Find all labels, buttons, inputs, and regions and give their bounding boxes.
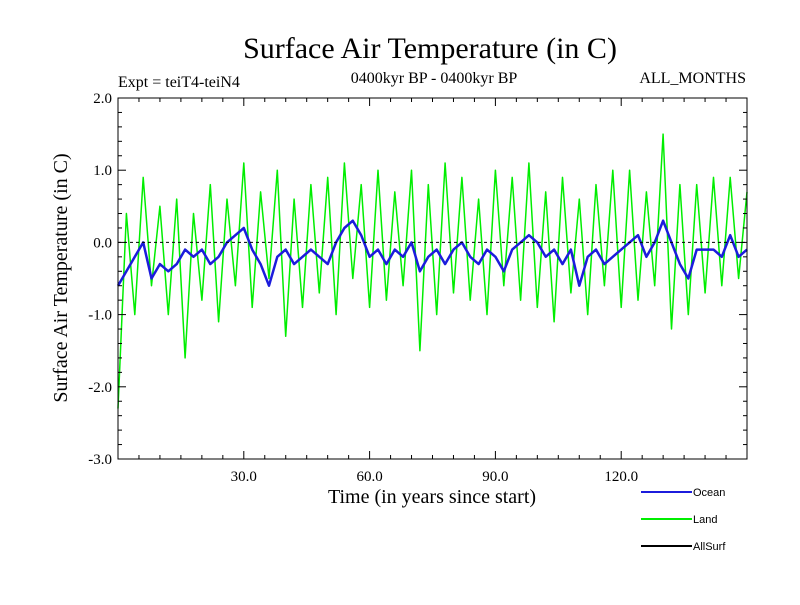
series-line-land — [117, 133, 748, 409]
series-layer — [116, 133, 748, 409]
chart-subtitle-center: 0400kyr BP - 0400kyr BP — [351, 70, 518, 87]
y-tick-label: -2.0 — [88, 380, 112, 396]
chart-subtitle-right: ALL_MONTHS — [639, 70, 746, 87]
x-tick-label: 30.0 — [231, 469, 257, 485]
y-tick-label: 0.0 — [93, 235, 112, 251]
y-tick-label: 1.0 — [93, 163, 112, 179]
legend-label-ocean: Ocean — [693, 487, 725, 499]
chart-subtitle-left: Expt = teiT4-teiN4 — [118, 74, 240, 91]
legend-label-land: Land — [693, 514, 717, 526]
y-tick-label: 2.0 — [93, 91, 112, 107]
legend-label-allsurf: AllSurf — [693, 541, 726, 553]
legend: Ocean Land AllSurf — [641, 487, 726, 553]
y-tick-label: -3.0 — [88, 452, 112, 468]
plot-frame — [117, 97, 748, 460]
chart-title: Surface Air Temperature (in C) — [243, 32, 617, 65]
y-tick-label: -1.0 — [88, 308, 112, 324]
x-tick-label: 90.0 — [482, 469, 508, 485]
x-tick-label: 120.0 — [604, 469, 638, 485]
series-line-ocean — [116, 219, 748, 287]
y-axis-label: Surface Air Temperature (in C) — [50, 153, 72, 402]
x-axis-label: Time (in years since start) — [328, 486, 536, 508]
ticks-layer: 30.0 60.0 90.0 120.0 2.0 1.0 0.0 -1.0 -2.0 -3.0 — [88, 91, 747, 485]
x-tick-label: 60.0 — [356, 469, 382, 485]
